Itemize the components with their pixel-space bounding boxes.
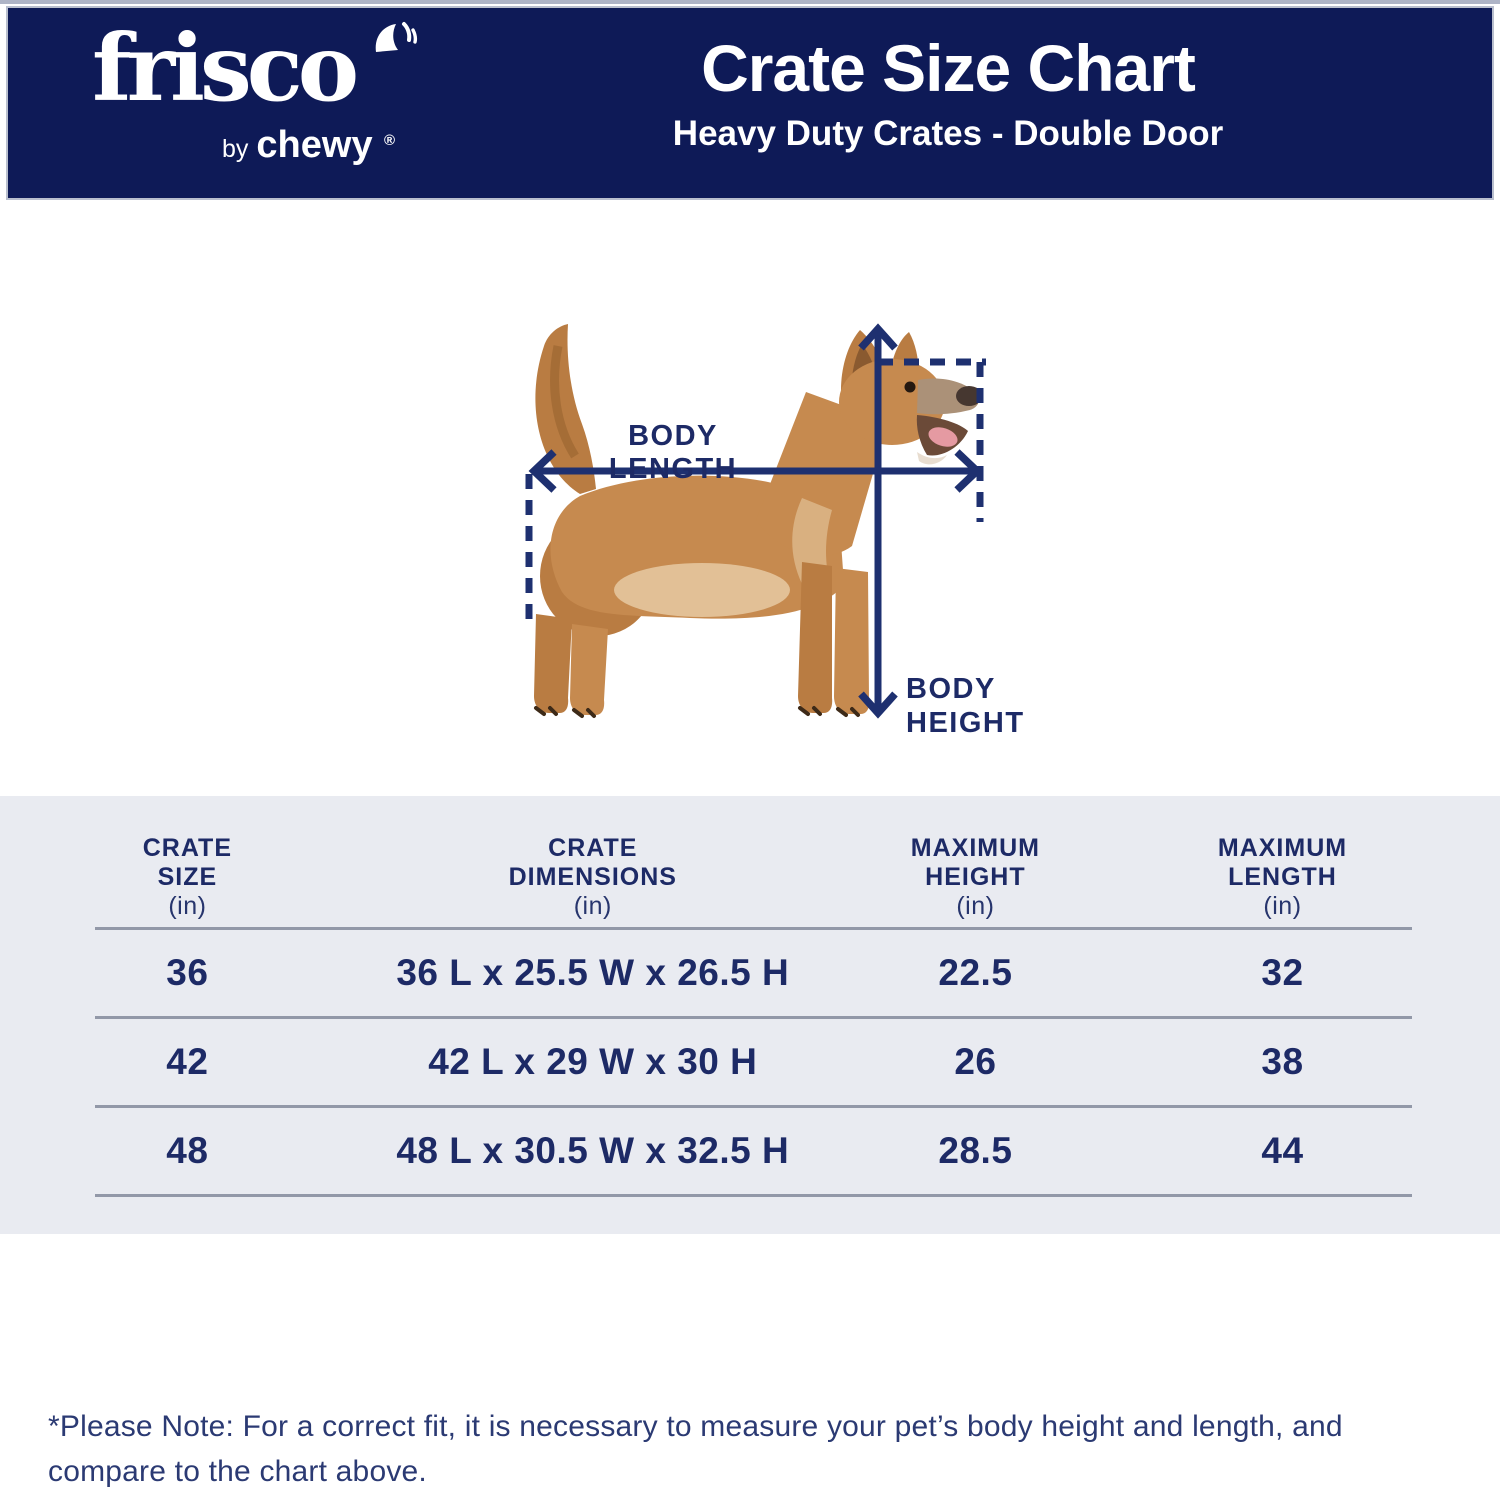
dog-eye xyxy=(904,381,916,393)
cell-crate-size: 36 xyxy=(166,952,209,993)
cell-max-height: 28.5 xyxy=(938,1130,1013,1171)
table-divider xyxy=(95,1105,1412,1108)
frisco-logo-tail-icon xyxy=(375,22,418,52)
body-length-label: BODY LENGTH xyxy=(608,420,738,485)
table-divider xyxy=(95,1016,1412,1019)
cell-dimensions: 42 L x 29 W x 30 H xyxy=(428,1041,758,1082)
size-table: CRATE SIZE (in) CRATE DIMENSIONS (in) MA… xyxy=(0,796,1500,1234)
cell-max-height: 26 xyxy=(954,1041,997,1082)
body-height-label-line2: HEIGHT xyxy=(906,707,1025,739)
frisco-logo-text: frisco xyxy=(92,14,359,122)
dog-mouth xyxy=(916,415,968,465)
column-header-crate-dimensions: CRATE DIMENSIONS (in) xyxy=(508,834,677,920)
byline-chewy-text: chewy xyxy=(256,124,373,166)
page-subtitle: Heavy Duty Crates - Double Door xyxy=(672,114,1224,153)
title-block: Crate Size Chart Heavy Duty Crates - Dou… xyxy=(628,32,1268,154)
cell-dimensions: 48 L x 30.5 W x 32.5 H xyxy=(396,1130,790,1171)
dog-back-legs xyxy=(534,614,608,718)
table-divider xyxy=(95,1194,1412,1197)
table-header-row: CRATE SIZE (in) CRATE DIMENSIONS (in) MA… xyxy=(0,796,1425,921)
column-header-crate-size: CRATE SIZE (in) xyxy=(142,834,233,920)
footnote-line2: If your pet’s measurements exceed the ma… xyxy=(48,1494,1468,1500)
column-header-maximum-height: MAXIMUM HEIGHT (in) xyxy=(910,834,1040,920)
dog-front-legs xyxy=(798,562,870,717)
table-divider xyxy=(95,927,1412,930)
by-chewy-byline: by chewy xyxy=(222,124,373,167)
dog-illustration xyxy=(525,323,986,719)
byline-by-text: by xyxy=(222,135,249,163)
table-row-48: 48 48 L x 30.5 W x 32.5 H 28.5 44 xyxy=(0,1108,1425,1194)
cell-max-length: 32 xyxy=(1261,952,1304,993)
page-title: Crate Size Chart xyxy=(701,31,1196,105)
cell-crate-size: 48 xyxy=(166,1130,209,1171)
dog-belly xyxy=(614,563,790,617)
cell-max-length: 44 xyxy=(1261,1130,1304,1171)
cell-max-length: 38 xyxy=(1261,1041,1304,1082)
footnote: *Please Note: For a correct fit, it is n… xyxy=(48,1404,1468,1500)
cell-max-height: 22.5 xyxy=(938,952,1013,993)
footnote-line1: *Please Note: For a correct fit, it is n… xyxy=(48,1410,1343,1488)
dog-muzzle xyxy=(917,378,982,415)
body-height-label: BODY HEIGHT xyxy=(906,672,1025,740)
table-row-42: 42 42 L x 29 W x 30 H 26 38 xyxy=(0,1019,1425,1105)
dog-measurement-diagram: BODY LENGTH BODY HEIGHT xyxy=(480,284,1040,754)
column-header-maximum-length: MAXIMUM LENGTH (in) xyxy=(1217,834,1348,920)
body-height-arrow xyxy=(858,323,898,719)
body-height-label-line1: BODY xyxy=(906,673,996,705)
cell-crate-size: 42 xyxy=(166,1041,209,1082)
body-length-arrow xyxy=(528,449,983,493)
measurement-lines xyxy=(525,323,986,719)
cell-dimensions: 36 L x 25.5 W x 26.5 H xyxy=(396,952,790,993)
registered-trademark-symbol: ® xyxy=(384,132,396,149)
table-row-36: 36 36 L x 25.5 W x 26.5 H 22.5 32 xyxy=(0,930,1425,1016)
